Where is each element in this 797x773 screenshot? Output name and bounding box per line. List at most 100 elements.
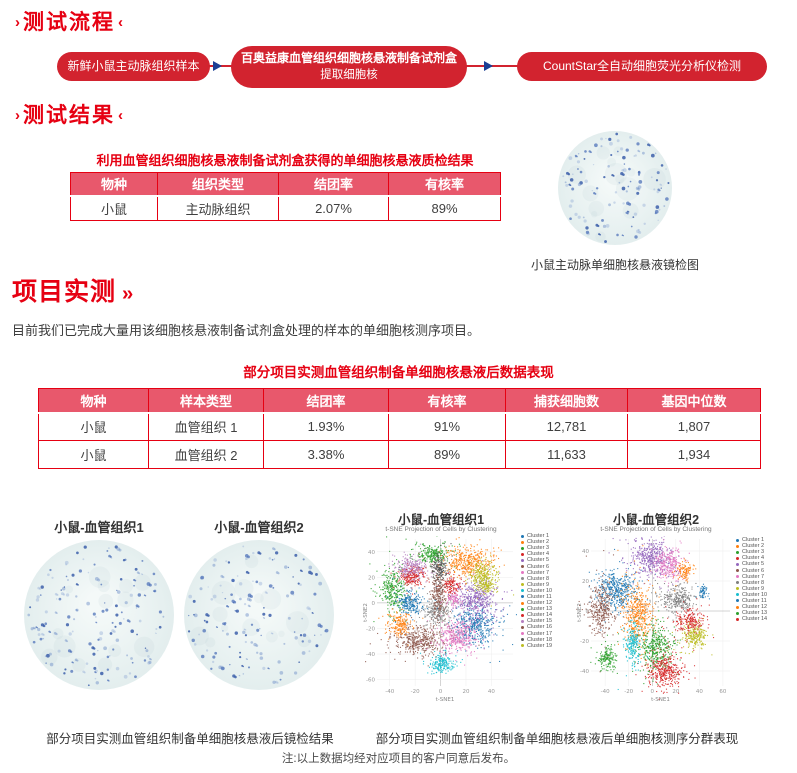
tsne1-legend: Cluster 1 Cluster 2 Cluster 3 Cluster 4 Clus… <box>521 533 552 649</box>
caption-microscopy-results: 部分项目实测血管组织制备单细胞核悬液后镜检结果 <box>46 732 334 746</box>
legend-item-label: Cluster 13 <box>527 606 553 613</box>
legend-item: Cluster 17 <box>521 631 552 637</box>
flow-step-sample: 新鲜小鼠主动脉组织样本 <box>57 52 210 81</box>
legend-item-label: Cluster 9 <box>742 585 765 592</box>
project-cell: 89% <box>388 440 506 469</box>
legend-dot-icon <box>521 619 524 623</box>
legend-dot-icon <box>736 562 739 566</box>
footnote: 注:以上数据均经对应项目的客户同意后发布。 <box>281 753 516 765</box>
section-title-process-text: 测试流程 <box>23 11 115 34</box>
chevron-right-icon: › <box>15 107 20 124</box>
results-table-title: 利用血管组织细胞核悬液制备试剂盒获得的单细胞核悬液质检结果 <box>96 153 474 168</box>
flow-step-sample-label: 新鲜小鼠主动脉组织样本 <box>67 59 200 73</box>
legend-item-label: Cluster 8 <box>742 579 765 586</box>
legend-dot-icon <box>736 617 739 621</box>
legend-item-label: Cluster 2 <box>527 539 550 546</box>
legend-item: Cluster 2 <box>736 543 767 549</box>
chevron-left-icon: ‹ <box>118 14 123 31</box>
project-header-clump-rate: 结团率 <box>263 388 389 414</box>
legend-dot-icon <box>736 605 739 609</box>
legend-dot-icon <box>521 583 524 587</box>
legend-item: Cluster 1 <box>521 533 552 539</box>
results-header-nucleated-rate: 有核率 <box>388 172 501 197</box>
project-cell: 小鼠 <box>38 412 149 441</box>
legend-item: Cluster 18 <box>521 637 552 643</box>
legend-item: Cluster 8 <box>521 576 552 582</box>
legend-item: Cluster 8 <box>736 580 767 586</box>
legend-item-label: Cluster 14 <box>527 612 553 619</box>
project-intro: 目前我们已完成大量用该细胞核悬液制备试剂盒处理的样本的单细胞核测序项目。 <box>12 323 481 338</box>
tsne2-legend: Cluster 1 Cluster 2 Cluster 3 Cluster 4 Clus… <box>736 537 767 622</box>
legend-item-label: Cluster 10 <box>742 591 768 598</box>
legend-item: Cluster 13 <box>736 610 767 616</box>
project-cell: 血管组织 2 <box>148 440 264 469</box>
legend-item-label: Cluster 9 <box>527 581 550 588</box>
legend-dot-icon <box>521 558 524 562</box>
legend-dot-icon <box>736 550 739 554</box>
microscopy-image-aorta <box>558 131 672 245</box>
flow-step-detect: CountStar全自动细胞荧光分析仪检测 <box>517 52 767 81</box>
project-cell: 11,633 <box>505 440 628 469</box>
legend-item: Cluster 14 <box>521 612 552 618</box>
project-cell: 1,934 <box>627 440 761 469</box>
legend-dot-icon <box>521 571 524 575</box>
legend-item: Cluster 14 <box>736 616 767 622</box>
legend-item: Cluster 10 <box>736 592 767 598</box>
legend-dot-icon <box>736 575 739 579</box>
project-cell: 1,807 <box>627 412 761 441</box>
flow-arrow-head-icon-2 <box>484 61 493 71</box>
project-header-captured-cells: 捕获细胞数 <box>505 388 628 414</box>
legend-item-label: Cluster 8 <box>527 575 550 582</box>
results-header-tissue-type: 组织类型 <box>157 172 279 197</box>
legend-dot-icon <box>521 607 524 611</box>
legend-dot-icon <box>521 577 524 581</box>
legend-dot-icon <box>736 556 739 560</box>
legend-item: Cluster 5 <box>521 557 552 563</box>
legend-item: Cluster 6 <box>736 567 767 574</box>
legend-item: Cluster 2 <box>521 539 552 545</box>
legend-item-label: Cluster 19 <box>527 642 553 649</box>
tsne2-subtitle: t-SNE Projection of Cells by Clustering <box>600 526 712 533</box>
legend-item-label: Cluster 10 <box>527 587 553 594</box>
table-row: 小鼠 血管组织 2 3.38% 89% 11,633 1,934 <box>38 440 761 469</box>
legend-item-label: Cluster 12 <box>742 604 768 611</box>
legend-dot-icon <box>521 540 524 544</box>
double-chevron-icon: ›› <box>122 283 133 305</box>
section-title-results: › 测试结果 ‹ <box>12 99 126 129</box>
flow-arrow-head-icon-1 <box>213 61 222 71</box>
legend-item: Cluster 3 <box>736 549 767 555</box>
legend-dot-icon <box>521 565 524 569</box>
legend-item-label: Cluster 18 <box>527 636 553 643</box>
legend-item-label: Cluster 17 <box>527 630 553 637</box>
legend-dot-icon <box>521 632 524 636</box>
project-header-sample-type: 样本类型 <box>148 388 264 414</box>
section-title-process: › 测试流程 ‹ <box>12 6 126 36</box>
project-cell: 3.38% <box>263 440 389 469</box>
section-title-project-text: 项目实测 <box>12 278 117 306</box>
table-row: 小鼠 血管组织 1 1.93% 91% 12,781 1,807 <box>38 412 761 441</box>
project-header-median-genes: 基因中位数 <box>627 388 761 414</box>
legend-item: Cluster 9 <box>521 582 552 588</box>
legend-dot-icon <box>736 544 739 548</box>
legend-item: Cluster 6 <box>521 563 552 570</box>
legend-dot-icon <box>521 534 524 538</box>
legend-dot-icon <box>736 599 739 603</box>
section-title-results-text: 测试结果 <box>23 104 115 127</box>
legend-dot-icon <box>521 546 524 550</box>
legend-item: Cluster 12 <box>736 604 767 610</box>
tsne1-scatter-plot <box>362 536 517 704</box>
chevron-right-icon: › <box>15 14 20 31</box>
legend-item-label: Cluster 12 <box>527 600 553 607</box>
legend-item: Cluster 13 <box>521 606 552 612</box>
legend-item-label: Cluster 3 <box>527 545 550 552</box>
legend-item: Cluster 3 <box>521 545 552 551</box>
project-cell: 91% <box>388 412 506 441</box>
legend-dot-icon <box>521 638 524 642</box>
legend-item: Cluster 7 <box>521 570 552 576</box>
legend-item-label: Cluster 7 <box>742 573 765 580</box>
legend-item-label: Cluster 1 <box>742 537 765 544</box>
micro-fig1-title: 小鼠-血管组织1 <box>54 520 144 535</box>
legend-item: Cluster 16 <box>521 624 552 630</box>
legend-item: Cluster 5 <box>736 561 767 567</box>
